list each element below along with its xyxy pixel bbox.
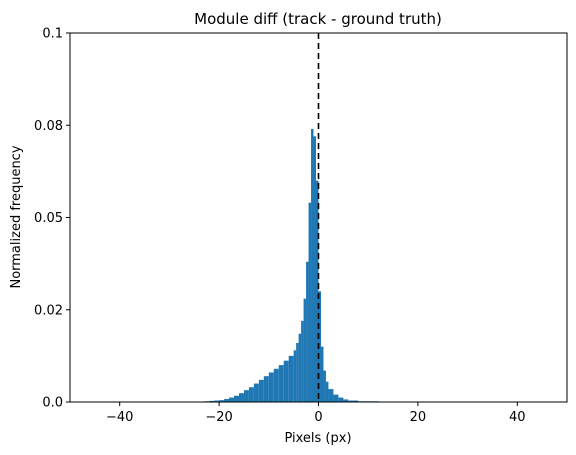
histogram-bars: [204, 128, 399, 402]
histogram-bar: [209, 400, 215, 402]
histogram-bar: [253, 383, 259, 402]
histogram-bar: [323, 370, 326, 402]
histogram-bar: [318, 291, 321, 402]
histogram-bar: [311, 128, 314, 402]
histogram-bar: [301, 320, 304, 402]
y-axis-ticks: 0.0 0.02 0.05 0.08 0.1: [34, 27, 70, 411]
histogram-bar: [248, 387, 254, 402]
y-tick-label: 0.08: [34, 119, 63, 134]
histogram-bar: [283, 360, 289, 402]
histogram-bar: [273, 368, 279, 402]
x-tick-label: −20: [205, 410, 232, 425]
histogram-bar: [278, 365, 284, 402]
histogram-bar: [214, 400, 220, 402]
histogram-bar: [298, 333, 302, 402]
x-axis-label: Pixels (px): [284, 431, 351, 446]
histogram-bar: [333, 394, 339, 402]
histogram-bar: [306, 261, 309, 402]
histogram-bar: [219, 400, 225, 402]
x-tick-label: 20: [410, 410, 427, 425]
histogram-bar: [238, 393, 244, 402]
histogram-bar: [243, 390, 249, 402]
y-tick-label: 0.02: [34, 303, 63, 318]
histogram-bar: [348, 400, 359, 402]
histogram-bar: [234, 395, 239, 402]
y-tick-label: 0.0: [42, 396, 63, 411]
y-tick-label: 0.1: [42, 27, 63, 42]
histogram-bar: [293, 350, 297, 402]
chart-title: Module diff (track - ground truth): [194, 10, 442, 28]
histogram-bar: [229, 397, 235, 402]
histogram-bar: [224, 399, 230, 402]
histogram-bar: [343, 399, 349, 402]
histogram-bar: [325, 381, 329, 402]
histogram-bar: [268, 372, 274, 402]
x-tick-label: 0: [314, 410, 322, 425]
x-axis-ticks: −40 −20 0 20 40: [106, 402, 526, 425]
histogram-bar: [303, 298, 307, 402]
histogram-bar: [263, 376, 269, 402]
x-tick-label: −40: [106, 410, 133, 425]
histogram-bar: [288, 355, 294, 402]
histogram-bar: [328, 389, 334, 402]
histogram-bar: [313, 136, 317, 402]
histogram-bar: [308, 202, 312, 402]
histogram-bar: [296, 342, 299, 402]
y-axis-label: Normalized frequency: [9, 145, 24, 288]
histogram-bar: [316, 180, 319, 402]
histogram-bar: [338, 397, 344, 402]
histogram-bar: [258, 379, 264, 402]
y-tick-label: 0.05: [34, 211, 63, 226]
x-tick-label: 40: [509, 410, 526, 425]
histogram-bar: [320, 346, 324, 402]
